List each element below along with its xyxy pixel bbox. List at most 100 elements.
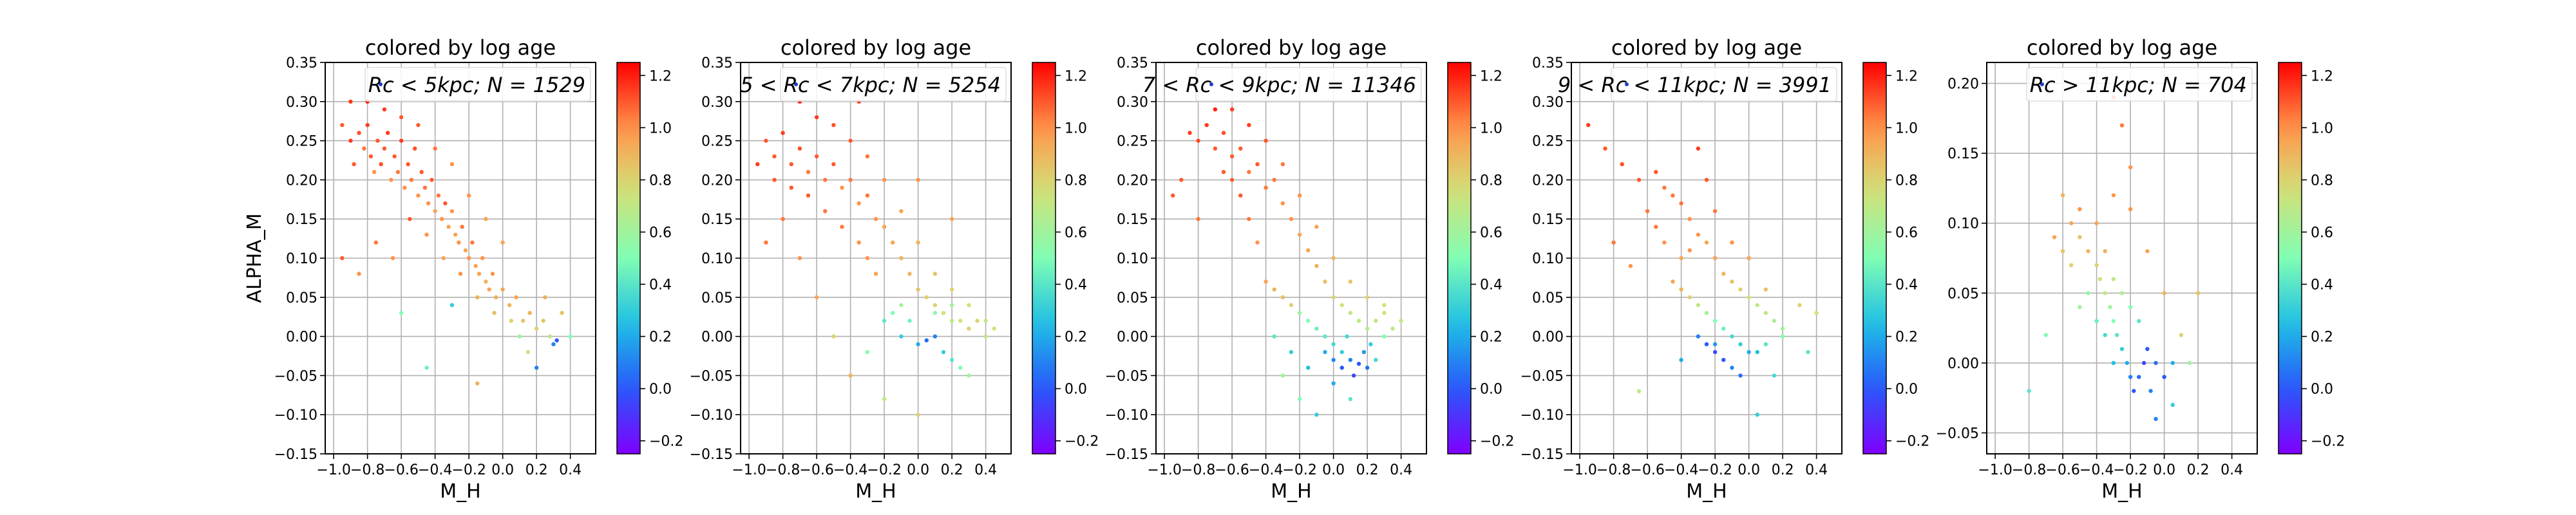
data-point: [2154, 417, 2158, 421]
scatter-points: [2027, 95, 2201, 421]
data-point: [1280, 162, 1285, 167]
data-point: [534, 326, 539, 331]
legend-box: [780, 67, 1007, 102]
data-point: [1351, 373, 1356, 378]
data-point: [1306, 366, 1311, 370]
data-point: [1687, 295, 1692, 299]
data-point: [500, 287, 505, 292]
data-point: [2128, 207, 2133, 212]
data-point: [1687, 248, 1692, 253]
data-point: [412, 146, 417, 151]
data-point: [1696, 146, 1701, 151]
data-point: [520, 319, 526, 323]
colorbar-tick-label: 0.8: [1065, 173, 1087, 189]
data-point: [949, 303, 954, 308]
data-point: [543, 295, 547, 299]
x-tick-label: 0.4: [1805, 462, 1828, 478]
data-point: [416, 193, 421, 198]
data-point: [1289, 350, 1294, 355]
data-point: [509, 319, 513, 323]
data-point: [882, 178, 887, 182]
data-point: [949, 357, 954, 362]
data-point: [422, 185, 428, 190]
data-point: [967, 373, 971, 378]
data-point: [458, 272, 463, 276]
x-axis-label: M_H: [440, 480, 480, 503]
data-point: [1662, 185, 1667, 190]
data-point: [2162, 375, 2166, 379]
data-point: [1763, 342, 1768, 346]
data-point: [419, 170, 424, 174]
data-point: [933, 310, 938, 315]
axes-frame: [1986, 62, 2258, 454]
plot-area: [1987, 62, 2257, 454]
x-tick-label: 0.0: [907, 462, 929, 478]
data-point: [1374, 319, 1378, 323]
data-point: [924, 338, 929, 342]
data-point: [933, 303, 938, 308]
data-point: [2132, 389, 2136, 393]
legend-marker: [1625, 82, 1629, 86]
data-point: [450, 162, 455, 167]
data-point: [1747, 350, 1751, 355]
y-tick-label: 0.00: [1947, 356, 1979, 372]
x-tick-label: −1.0: [1978, 462, 2012, 478]
data-point: [382, 146, 387, 151]
data-point: [2195, 291, 2201, 295]
data-point: [463, 248, 468, 253]
colorbar: −0.2 0.0 0.2 0.4 0.6 0.8 1.0 1.2: [616, 62, 683, 454]
data-point: [492, 310, 497, 315]
data-point: [1721, 326, 1726, 331]
data-point: [1221, 131, 1226, 135]
data-point: [967, 303, 971, 308]
data-point: [983, 334, 988, 339]
y-tick-label: 0.00: [286, 330, 317, 346]
data-point: [2137, 375, 2141, 379]
data-point: [2114, 333, 2119, 337]
y-axis-label: ALPHA_M: [243, 213, 266, 303]
data-point: [755, 162, 760, 167]
data-point: [2128, 165, 2133, 170]
data-point: [1671, 279, 1675, 284]
x-tick-label: 0.4: [559, 462, 582, 478]
y-tick-label: 0.30: [1117, 95, 1148, 111]
data-point: [1382, 310, 1387, 315]
data-point: [2119, 346, 2125, 351]
data-point: [764, 138, 768, 143]
colorbar-tick-label: 0.8: [649, 173, 672, 189]
colorbar-tick-label: 1.2: [1480, 68, 1502, 84]
data-point: [865, 154, 870, 159]
y-tick-label: 0.30: [286, 95, 317, 111]
colorbar: −0.2 0.0 0.2 0.4 0.6 0.8 1.0 1.2: [1862, 62, 1929, 454]
data-point: [823, 209, 828, 214]
data-point: [1238, 193, 1243, 198]
data-point: [1636, 178, 1642, 182]
x-tick-label: −0.6: [1215, 462, 1249, 478]
data-point: [1255, 162, 1260, 167]
data-point: [1314, 326, 1319, 331]
data-point: [1620, 162, 1624, 167]
y-tick-label: 0.15: [286, 212, 317, 228]
data-point: [1704, 310, 1709, 315]
y-tick-label: 0.25: [1117, 134, 1148, 150]
data-point: [1323, 350, 1327, 355]
chart-panel-2: −1.0 −0.8 −0.6 −0.4 −0.2 0.0 0.2 0.4−0.15−0.10−…: [690, 35, 1099, 503]
legend-marker: [1209, 82, 1213, 86]
data-point: [1636, 389, 1642, 393]
data-point: [1361, 350, 1367, 355]
data-point: [1289, 303, 1294, 308]
data-point: [374, 240, 378, 245]
data-point: [493, 295, 498, 299]
data-point: [1712, 342, 1718, 346]
data-point: [477, 272, 482, 276]
data-point: [1348, 397, 1353, 402]
x-tick-label: 0.2: [526, 462, 548, 478]
data-point: [781, 131, 785, 135]
chart-panel-3: −1.0 −0.8 −0.6 −0.4 −0.2 0.0 0.2 0.4−0.15−0.10−…: [1105, 35, 1515, 503]
x-tick-label: 0.2: [1772, 462, 1794, 478]
colorbar-tick-label: 0.0: [1065, 382, 1087, 398]
y-tick-label: −0.10: [274, 407, 317, 424]
data-point: [814, 115, 819, 120]
data-point: [517, 334, 522, 339]
data-point: [1297, 193, 1302, 198]
